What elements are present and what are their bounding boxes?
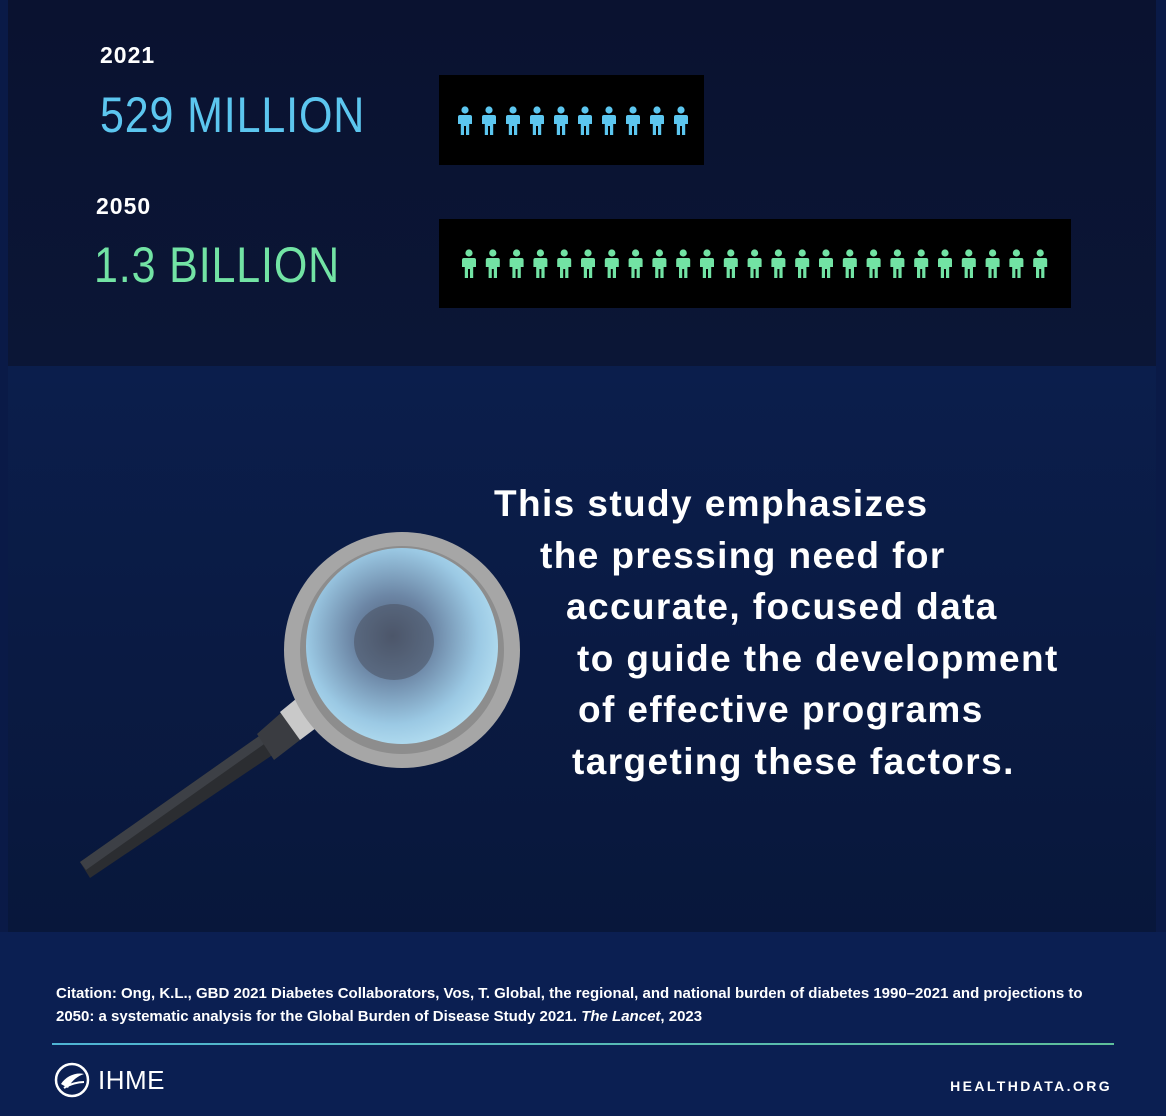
person-icon <box>602 106 616 135</box>
citation-year: , 2023 <box>660 1008 703 1025</box>
quote-text: This study emphasizes the pressing need … <box>470 478 1130 788</box>
quote-line: targeting these factors. <box>572 740 1015 782</box>
person-icon <box>578 106 592 135</box>
person-icon <box>533 249 548 278</box>
person-icon <box>674 106 688 135</box>
people-bar-2050 <box>439 219 1071 308</box>
person-icon <box>1009 249 1024 278</box>
person-icon <box>462 249 476 278</box>
person-icon <box>819 249 833 278</box>
person-icon <box>914 249 929 278</box>
message-panel <box>8 366 1156 932</box>
person-icon <box>842 249 857 278</box>
person-icon <box>866 249 881 278</box>
person-icon <box>458 106 472 135</box>
people-bar-2021 <box>439 75 704 165</box>
person-icon <box>509 249 524 278</box>
site-link[interactable]: HEALTHDATA.ORG <box>950 1078 1112 1094</box>
magnifying-glass-icon <box>80 532 520 878</box>
ihme-logo-text: IHME <box>98 1064 165 1095</box>
person-icon <box>604 249 619 278</box>
ihme-logo[interactable]: IHME <box>54 1062 165 1098</box>
people-icons-2021 <box>458 106 688 135</box>
person-icon <box>554 106 568 135</box>
footer <box>0 932 1166 1116</box>
person-icon <box>650 106 664 135</box>
footer-divider <box>52 1043 1114 1045</box>
quote-line: of effective programs <box>578 689 984 731</box>
citation-journal: The Lancet <box>581 1008 661 1025</box>
person-icon <box>985 249 1000 278</box>
stats-panel: 2021 529 MILLION 2050 1.3 BILLION <box>8 0 1156 366</box>
citation: Citation: Ong, K.L., GBD 2021 Diabetes C… <box>56 982 1116 1028</box>
person-icon <box>557 249 572 278</box>
quote-line: the pressing need for <box>540 534 946 576</box>
person-icon <box>723 249 738 278</box>
person-icon <box>1033 249 1048 278</box>
person-icon <box>652 249 667 278</box>
quote-line: This study emphasizes <box>494 483 929 524</box>
person-icon <box>771 249 786 278</box>
people-icons-2050 <box>462 249 1048 278</box>
quote-line: to guide the development <box>577 637 1059 679</box>
person-icon <box>890 249 905 278</box>
year-label-2050: 2050 <box>96 193 152 219</box>
person-icon <box>506 106 520 135</box>
ihme-logo-icon <box>54 1062 90 1098</box>
person-icon <box>628 249 643 278</box>
person-icon <box>626 106 640 135</box>
person-icon <box>530 106 544 135</box>
quote-line: accurate, focused data <box>566 586 998 628</box>
person-icon <box>581 249 595 278</box>
person-icon <box>482 106 496 135</box>
person-icon <box>676 249 691 278</box>
stat-value-2021: 529 MILLION <box>100 87 366 143</box>
person-icon <box>795 249 810 278</box>
person-icon <box>961 249 976 278</box>
year-label-2021: 2021 <box>100 42 156 68</box>
person-icon <box>485 249 500 278</box>
person-icon <box>747 249 762 278</box>
stat-value-2050: 1.3 BILLION <box>94 237 341 293</box>
citation-text: Citation: Ong, K.L., GBD 2021 Diabetes C… <box>56 985 1083 1025</box>
person-icon <box>938 249 952 278</box>
person-icon <box>700 249 714 278</box>
